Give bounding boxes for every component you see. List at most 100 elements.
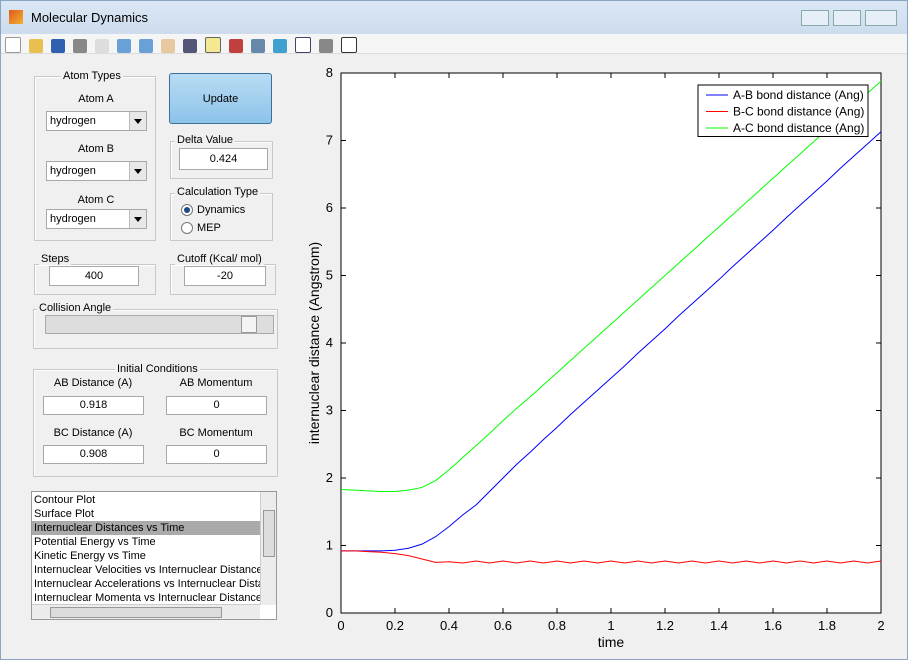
field-label: AB Distance (A)	[53, 377, 133, 389]
app-icon	[9, 10, 23, 24]
maximize-button[interactable]	[833, 10, 861, 26]
legend-button[interactable]	[295, 37, 311, 53]
zoom-in-button[interactable]	[117, 39, 131, 53]
brush-button[interactable]	[229, 39, 243, 53]
list-item[interactable]: Kinetic Energy vs Time	[34, 550, 146, 562]
hide-plot-tools-button[interactable]	[319, 39, 333, 53]
open-button[interactable]	[29, 39, 43, 53]
panel-title: Collision Angle	[37, 302, 114, 314]
x-tick-label: 1.4	[710, 618, 728, 633]
x-tick-label: 1	[607, 618, 614, 633]
dropdown-value: hydrogen	[50, 115, 96, 127]
slider-thumb[interactable]	[241, 316, 257, 333]
radio-dot	[184, 207, 190, 213]
list-item[interactable]: Potential Energy vs Time	[34, 536, 156, 548]
radio-button[interactable]	[181, 204, 193, 216]
panel-title: Atom Types	[61, 70, 123, 82]
y-axis-label: internuclear distance (Angstrom)	[306, 242, 322, 444]
new-button[interactable]	[5, 37, 21, 53]
field-label: AB Momentum	[179, 377, 253, 389]
y-tick-label: 7	[326, 133, 333, 148]
list-item[interactable]: Surface Plot	[34, 508, 94, 520]
panel-title: Initial Conditions	[115, 363, 200, 375]
x-tick-label: 0.2	[386, 618, 404, 633]
panel-title: Steps	[39, 253, 72, 265]
dropdown-value: hydrogen	[50, 165, 96, 177]
atom-dropdown[interactable]: hydrogen	[46, 161, 147, 181]
y-tick-label: 3	[326, 403, 333, 418]
y-tick-label: 5	[326, 268, 333, 283]
select-button[interactable]	[95, 39, 109, 53]
vertical-scrollbar[interactable]	[260, 492, 276, 605]
field-input[interactable]: 0.908	[43, 445, 144, 464]
x-tick-label: 1.8	[818, 618, 836, 633]
rotate-button[interactable]	[183, 39, 197, 53]
x-tick-label: 0.8	[548, 618, 566, 633]
zoom-out-button[interactable]	[139, 39, 153, 53]
data-line	[340, 80, 882, 492]
y-tick-label: 8	[326, 65, 333, 80]
radio-label: Dynamics	[197, 204, 246, 216]
show-plot-tools-button[interactable]	[341, 37, 357, 53]
pan-button[interactable]	[161, 39, 175, 53]
x-tick-label: 2	[877, 618, 884, 633]
radio-label: MEP	[197, 222, 221, 234]
list-item[interactable]: Internuclear Velocities vs Internuclear …	[34, 564, 260, 576]
y-tick-label: 4	[326, 335, 333, 350]
field-label: BC Momentum	[179, 427, 253, 439]
atom-label: Atom C	[77, 194, 115, 206]
print-button[interactable]	[73, 39, 87, 53]
y-tick-label: 2	[326, 470, 333, 485]
dropdown-arrow[interactable]	[134, 169, 142, 174]
list-item[interactable]: Internuclear Accelerations vs Internucle…	[34, 578, 260, 590]
atom-dropdown[interactable]: hydrogen	[46, 111, 147, 131]
collision-angle-slider[interactable]	[45, 315, 274, 334]
list-item[interactable]: Internuclear Distances vs Time	[32, 521, 260, 535]
dropdown-arrow[interactable]	[134, 217, 142, 222]
title-bar: Molecular Dynamics	[1, 1, 907, 34]
field-input[interactable]: 0	[166, 445, 267, 464]
window-title: Molecular Dynamics	[31, 10, 149, 25]
cutoff-input[interactable]: -20	[184, 266, 266, 286]
steps-panel	[34, 264, 156, 295]
legend-label: A-B bond distance (Ang)	[733, 88, 864, 102]
horizontal-scrollbar[interactable]	[32, 604, 260, 619]
data-line	[341, 131, 882, 552]
y-tick-label: 1	[326, 538, 333, 553]
field-input[interactable]: 0	[166, 396, 267, 415]
chart: time internuclear distance (Angstrom) 0 0…	[306, 65, 885, 650]
radio-button[interactable]	[181, 222, 193, 234]
dropdown-arrow[interactable]	[134, 119, 142, 124]
legend-label: A-C bond distance (Ang)	[733, 121, 864, 135]
close-button[interactable]	[865, 10, 897, 26]
delta-value-input[interactable]: 0.424	[179, 148, 268, 170]
scroll-thumb[interactable]	[263, 510, 275, 557]
plot-list: Contour Plot Surface Plot Internuclear Dis…	[31, 491, 277, 620]
x-tick-label: 0.6	[494, 618, 512, 633]
list-item[interactable]: Internuclear Momenta vs Internuclear Dis…	[34, 592, 260, 604]
legend-label: B-C bond distance (Ang)	[733, 105, 864, 119]
x-tick-label: 1.6	[764, 618, 782, 633]
list-item[interactable]: Contour Plot	[34, 494, 96, 506]
y-tick-label: 0	[326, 605, 333, 620]
colorbar-button[interactable]	[273, 39, 287, 53]
panel-title: Calculation Type	[175, 186, 261, 198]
field-label: BC Distance (A)	[53, 427, 133, 439]
data-line	[341, 550, 882, 564]
save-button[interactable]	[51, 39, 65, 53]
atom-dropdown[interactable]: hydrogen	[46, 209, 147, 229]
minimize-button[interactable]	[801, 10, 829, 26]
dropdown-value: hydrogen	[50, 213, 96, 225]
link-button[interactable]	[251, 39, 265, 53]
field-input[interactable]: 0.918	[43, 396, 144, 415]
steps-input[interactable]: 400	[49, 266, 139, 286]
x-tick-label: 1.2	[656, 618, 674, 633]
panel-title: Cutoff (Kcal/ mol)	[175, 253, 264, 265]
scroll-thumb[interactable]	[50, 607, 222, 618]
data-cursor-button[interactable]	[205, 37, 221, 53]
x-axis-label: time	[598, 634, 625, 650]
y-tick-label: 6	[326, 200, 333, 215]
update-button[interactable]: Update	[169, 73, 272, 124]
atom-label: Atom B	[77, 143, 115, 155]
